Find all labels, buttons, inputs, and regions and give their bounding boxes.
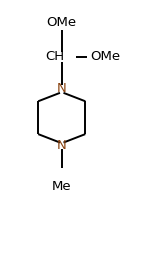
Text: N: N [57,82,67,95]
Text: CH: CH [46,50,65,63]
Text: N: N [57,139,67,152]
Text: Me: Me [52,180,72,193]
Text: OMe: OMe [90,50,121,63]
Text: OMe: OMe [47,16,77,29]
